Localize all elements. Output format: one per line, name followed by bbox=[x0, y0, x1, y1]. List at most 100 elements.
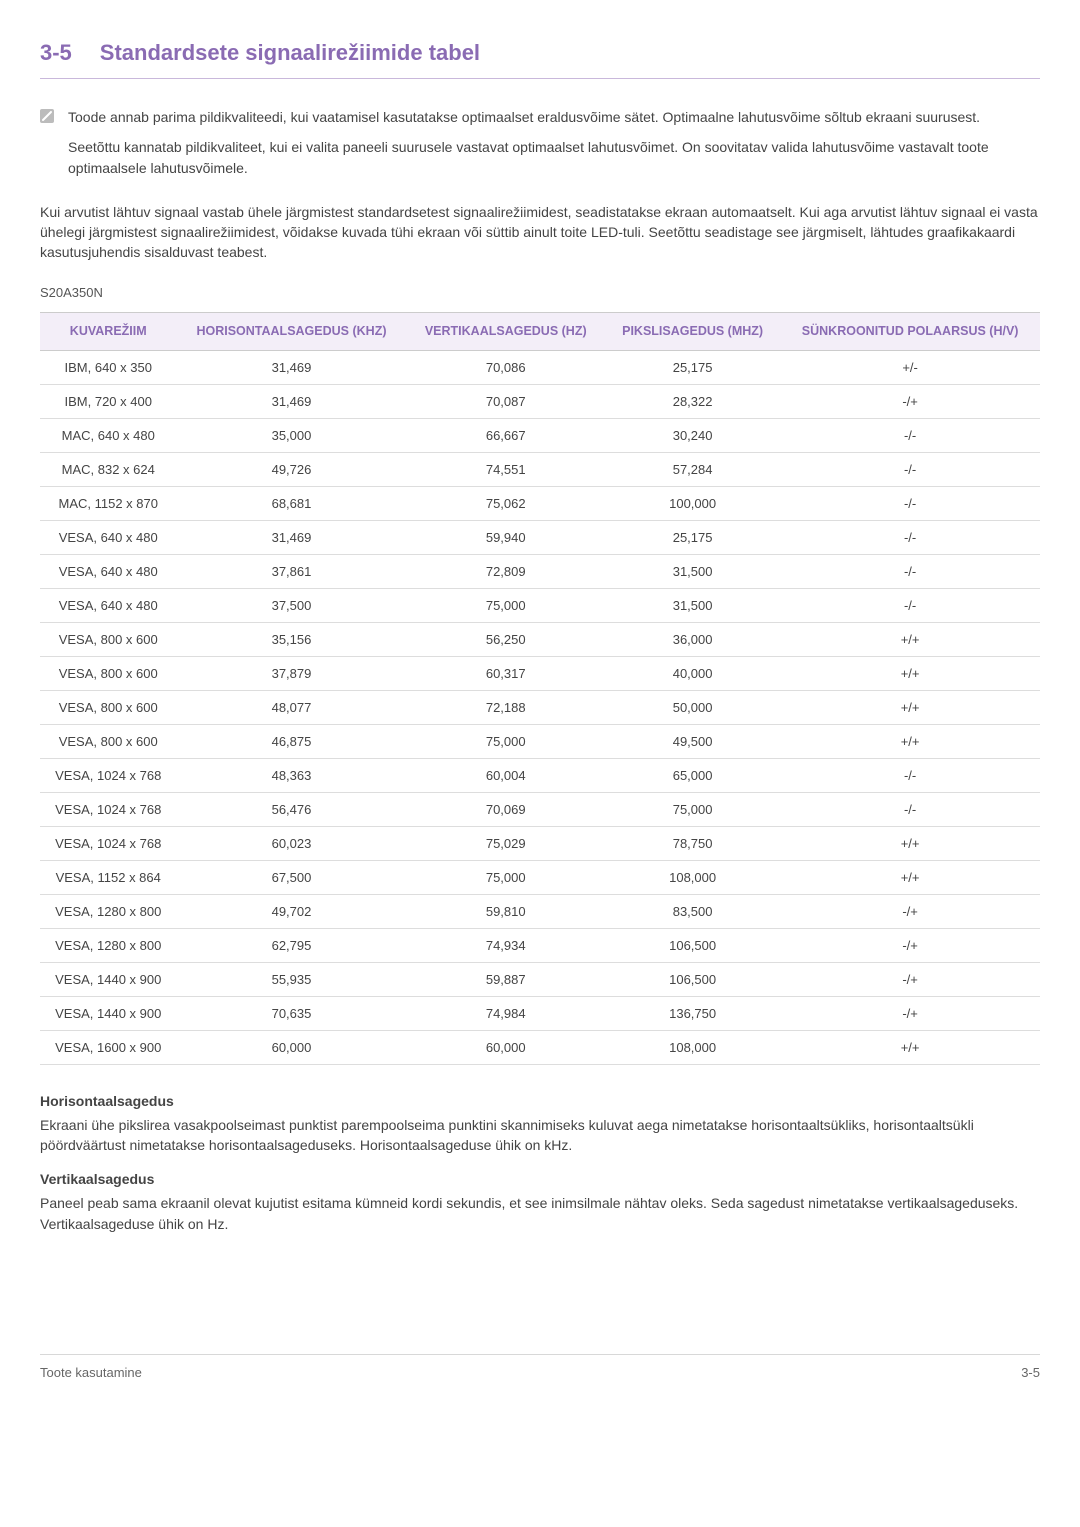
table-cell: -/+ bbox=[780, 928, 1040, 962]
table-cell: 75,000 bbox=[406, 724, 605, 758]
table-cell: 59,810 bbox=[406, 894, 605, 928]
table-cell: 72,809 bbox=[406, 554, 605, 588]
table-cell: 70,086 bbox=[406, 350, 605, 384]
table-cell: 59,887 bbox=[406, 962, 605, 996]
info-icon bbox=[40, 109, 54, 123]
table-cell: +/+ bbox=[780, 860, 1040, 894]
table-cell: 60,004 bbox=[406, 758, 605, 792]
table-cell: 59,940 bbox=[406, 520, 605, 554]
table-cell: VESA, 1280 x 800 bbox=[40, 928, 176, 962]
table-cell: 136,750 bbox=[605, 996, 780, 1030]
table-cell: 70,087 bbox=[406, 384, 605, 418]
table-cell: IBM, 640 x 350 bbox=[40, 350, 176, 384]
table-cell: 75,062 bbox=[406, 486, 605, 520]
col-header-vfreq: VERTIKAALSAGEDUS (HZ) bbox=[406, 312, 605, 350]
col-header-polarity: SÜNKROONITUD POLAARSUS (H/V) bbox=[780, 312, 1040, 350]
table-cell: 67,500 bbox=[176, 860, 406, 894]
table-cell: 68,681 bbox=[176, 486, 406, 520]
table-cell: -/- bbox=[780, 418, 1040, 452]
table-cell: +/+ bbox=[780, 1030, 1040, 1064]
heading-title: Standardsete signaalirežiimide tabel bbox=[100, 40, 480, 66]
table-cell: VESA, 800 x 600 bbox=[40, 656, 176, 690]
table-row: MAC, 1152 x 87068,68175,062100,000-/- bbox=[40, 486, 1040, 520]
table-cell: 49,726 bbox=[176, 452, 406, 486]
table-cell: VESA, 1152 x 864 bbox=[40, 860, 176, 894]
table-row: VESA, 1024 x 76860,02375,02978,750+/+ bbox=[40, 826, 1040, 860]
model-label: S20A350N bbox=[40, 285, 1040, 300]
table-cell: 49,702 bbox=[176, 894, 406, 928]
table-cell: 83,500 bbox=[605, 894, 780, 928]
table-cell: 75,000 bbox=[406, 860, 605, 894]
table-cell: 60,000 bbox=[176, 1030, 406, 1064]
table-cell: +/- bbox=[780, 350, 1040, 384]
table-cell: 60,000 bbox=[406, 1030, 605, 1064]
table-cell: -/- bbox=[780, 554, 1040, 588]
table-cell: +/+ bbox=[780, 690, 1040, 724]
note-text: Toode annab parima pildikvaliteedi, kui … bbox=[68, 107, 1040, 188]
footer-left: Toote kasutamine bbox=[40, 1365, 142, 1380]
table-cell: 25,175 bbox=[605, 350, 780, 384]
table-cell: 106,500 bbox=[605, 962, 780, 996]
table-cell: 37,879 bbox=[176, 656, 406, 690]
table-row: VESA, 1440 x 90055,93559,887106,500-/+ bbox=[40, 962, 1040, 996]
table-cell: -/- bbox=[780, 520, 1040, 554]
table-cell: 75,029 bbox=[406, 826, 605, 860]
table-row: VESA, 1280 x 80049,70259,81083,500-/+ bbox=[40, 894, 1040, 928]
table-cell: 35,156 bbox=[176, 622, 406, 656]
table-cell: 36,000 bbox=[605, 622, 780, 656]
table-cell: 75,000 bbox=[605, 792, 780, 826]
table-cell: -/+ bbox=[780, 384, 1040, 418]
note-paragraph-1: Toode annab parima pildikvaliteedi, kui … bbox=[68, 107, 1040, 127]
table-cell: VESA, 800 x 600 bbox=[40, 724, 176, 758]
table-cell: +/+ bbox=[780, 724, 1040, 758]
table-cell: 70,635 bbox=[176, 996, 406, 1030]
table-cell: 48,077 bbox=[176, 690, 406, 724]
table-row: VESA, 640 x 48031,46959,94025,175-/- bbox=[40, 520, 1040, 554]
table-cell: 31,469 bbox=[176, 384, 406, 418]
table-cell: 60,023 bbox=[176, 826, 406, 860]
table-row: VESA, 1024 x 76856,47670,06975,000-/- bbox=[40, 792, 1040, 826]
note-block: Toode annab parima pildikvaliteedi, kui … bbox=[40, 107, 1040, 188]
table-cell: 56,250 bbox=[406, 622, 605, 656]
table-cell: 31,469 bbox=[176, 520, 406, 554]
table-cell: 46,875 bbox=[176, 724, 406, 758]
table-cell: 37,500 bbox=[176, 588, 406, 622]
table-cell: -/+ bbox=[780, 894, 1040, 928]
table-cell: MAC, 640 x 480 bbox=[40, 418, 176, 452]
definition-h-title: Horisontaalsagedus bbox=[40, 1093, 1040, 1109]
heading-number: 3-5 bbox=[40, 40, 72, 66]
table-cell: 49,500 bbox=[605, 724, 780, 758]
table-cell: -/- bbox=[780, 486, 1040, 520]
table-cell: 70,069 bbox=[406, 792, 605, 826]
table-cell: MAC, 1152 x 870 bbox=[40, 486, 176, 520]
table-cell: VESA, 1440 x 900 bbox=[40, 962, 176, 996]
table-cell: -/- bbox=[780, 758, 1040, 792]
table-cell: 74,551 bbox=[406, 452, 605, 486]
col-header-hfreq: HORISONTAALSAGEDUS (KHZ) bbox=[176, 312, 406, 350]
table-header-row: KUVAREŽIIM HORISONTAALSAGEDUS (KHZ) VERT… bbox=[40, 312, 1040, 350]
table-cell: 31,500 bbox=[605, 588, 780, 622]
table-row: VESA, 1600 x 90060,00060,000108,000+/+ bbox=[40, 1030, 1040, 1064]
table-cell: 57,284 bbox=[605, 452, 780, 486]
table-row: IBM, 720 x 40031,46970,08728,322-/+ bbox=[40, 384, 1040, 418]
definition-h-text: Ekraani ühe pikslirea vasakpoolseimast p… bbox=[40, 1115, 1040, 1156]
table-cell: VESA, 640 x 480 bbox=[40, 520, 176, 554]
table-cell: +/+ bbox=[780, 622, 1040, 656]
table-cell: 28,322 bbox=[605, 384, 780, 418]
table-cell: -/+ bbox=[780, 962, 1040, 996]
table-row: VESA, 640 x 48037,86172,80931,500-/- bbox=[40, 554, 1040, 588]
note-paragraph-2: Seetõttu kannatab pildikvaliteet, kui ei… bbox=[68, 137, 1040, 178]
table-cell: VESA, 1024 x 768 bbox=[40, 758, 176, 792]
page-footer: Toote kasutamine 3-5 bbox=[40, 1354, 1040, 1380]
table-cell: VESA, 1024 x 768 bbox=[40, 792, 176, 826]
table-row: MAC, 832 x 62449,72674,55157,284-/- bbox=[40, 452, 1040, 486]
table-cell: -/- bbox=[780, 452, 1040, 486]
table-cell: 62,795 bbox=[176, 928, 406, 962]
table-row: VESA, 800 x 60035,15656,25036,000+/+ bbox=[40, 622, 1040, 656]
table-cell: VESA, 640 x 480 bbox=[40, 588, 176, 622]
table-row: VESA, 640 x 48037,50075,00031,500-/- bbox=[40, 588, 1040, 622]
table-cell: VESA, 1280 x 800 bbox=[40, 894, 176, 928]
table-cell: 30,240 bbox=[605, 418, 780, 452]
table-cell: 25,175 bbox=[605, 520, 780, 554]
table-cell: VESA, 640 x 480 bbox=[40, 554, 176, 588]
